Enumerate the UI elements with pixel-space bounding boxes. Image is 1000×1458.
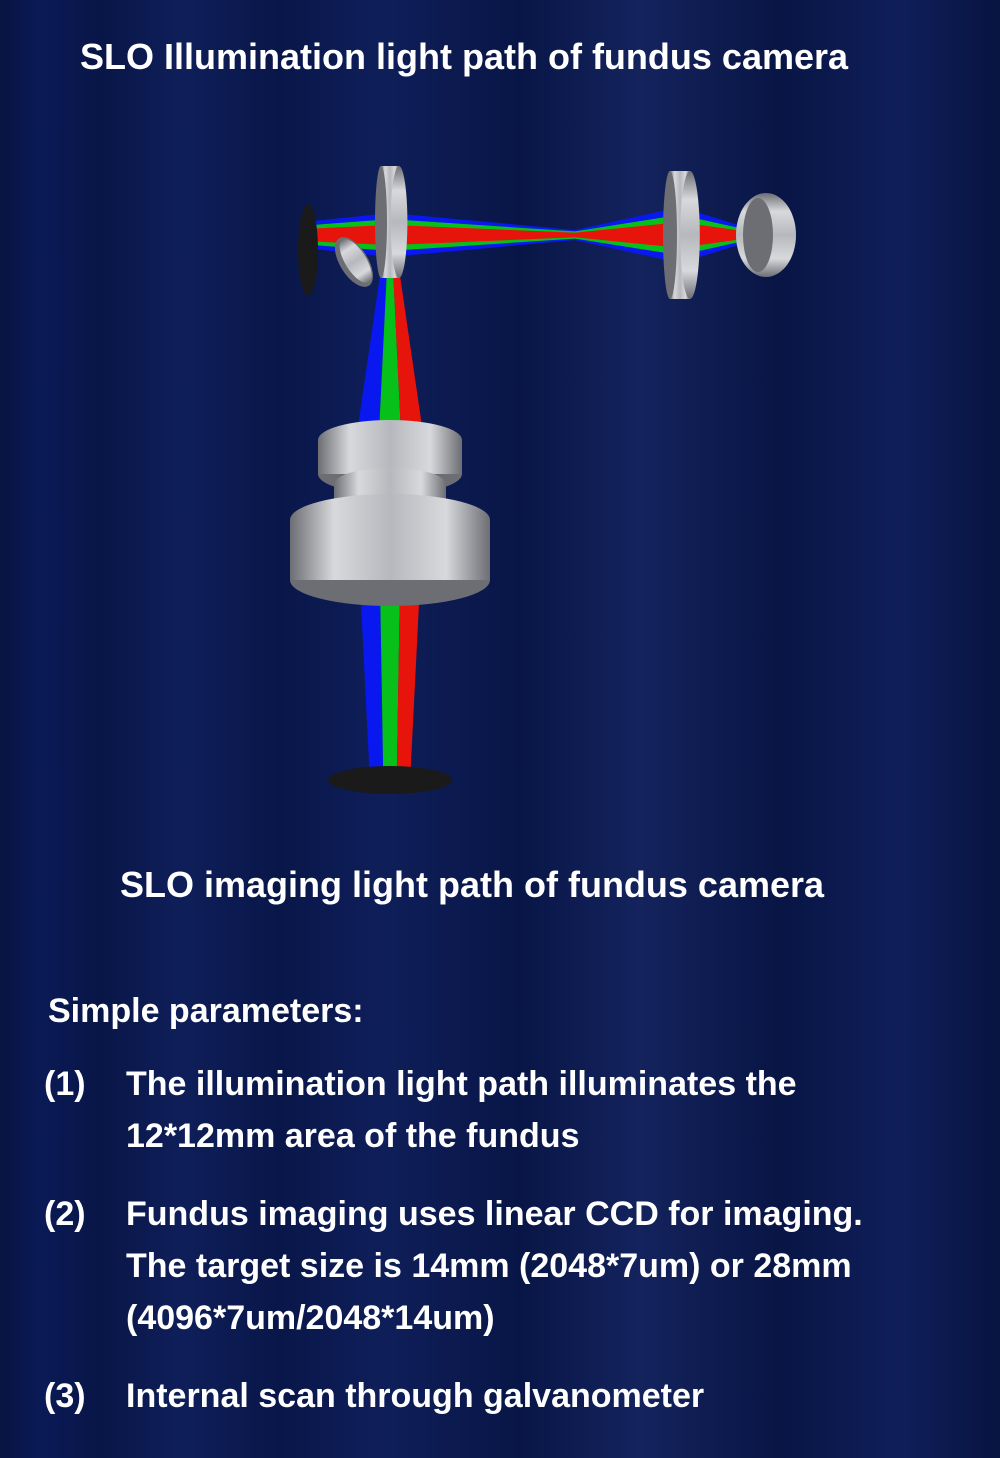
parameter-text: The illumination light path illuminates … [126,1058,986,1162]
parameter-item: (2)Fundus imaging uses linear CCD for im… [44,1188,996,1344]
parameter-item: (1)The illumination light path illuminat… [44,1058,986,1162]
parameter-number: (3) [44,1370,126,1422]
parameter-text: Fundus imaging uses linear CCD for imagi… [126,1188,996,1344]
title-illumination: SLO Illumination light path of fundus ca… [80,36,848,78]
parameter-number: (1) [44,1058,126,1110]
parameter-number: (2) [44,1188,126,1240]
parameter-item: (3)Internal scan through galvanometer [44,1370,986,1422]
optical-path-diagram [250,140,810,810]
parameter-text: Internal scan through galvanometer [126,1370,986,1422]
parameters-heading: Simple parameters: [48,992,364,1031]
title-imaging: SLO imaging light path of fundus camera [120,864,824,906]
